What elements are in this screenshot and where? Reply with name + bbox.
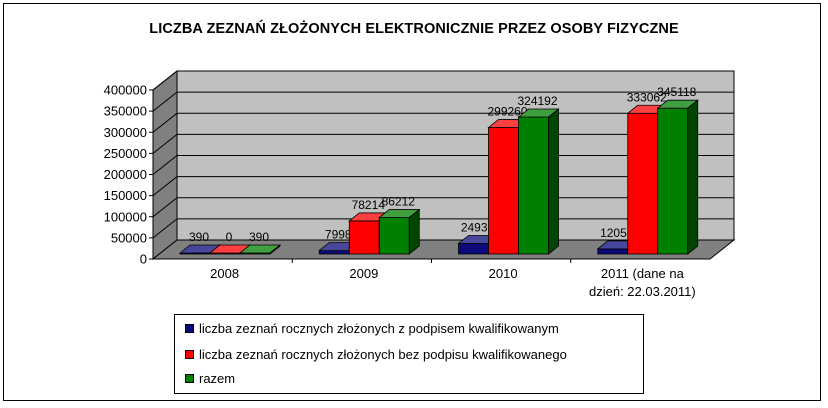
- legend-label: liczba zeznań rocznych złożonych z podpi…: [199, 321, 559, 336]
- bar-front-1: [627, 112, 659, 255]
- y-tick-label: 0: [140, 252, 147, 267]
- bar-side-2: [687, 99, 699, 255]
- y-tick-label: 400000: [104, 83, 147, 98]
- y-tick-label: 50000: [111, 230, 147, 245]
- chart-title: LICZBA ZEZNAŃ ZŁOŻONYCH ELEKTRONICZNIE P…: [149, 21, 679, 37]
- x-tick-label: 2011 (dane na: [601, 266, 685, 281]
- x-tick-label: 2010: [489, 266, 518, 281]
- x-tick-label: 2008: [210, 266, 239, 281]
- bar-front-0: [318, 250, 350, 255]
- x-tick-label: 2009: [349, 266, 378, 281]
- bar-front-1: [348, 220, 380, 255]
- legend-item-without-signature: liczba zeznań rocznych złożonych bez pod…: [185, 347, 567, 362]
- bar-front-2: [378, 217, 410, 255]
- data-label: 333062: [627, 90, 667, 104]
- y-tick-label: 100000: [104, 209, 147, 224]
- legend-label: liczba zeznań rocznych złożonych bez pod…: [199, 347, 567, 362]
- floor: [151, 239, 736, 260]
- data-label: 12056: [600, 226, 634, 240]
- legend-swatch-red: [185, 350, 194, 359]
- bar-front-2: [657, 107, 689, 255]
- y-tick-label: 150000: [104, 188, 147, 203]
- gridline: [152, 91, 734, 112]
- y-tick-label: 350000: [104, 104, 147, 119]
- y-tick-label: 250000: [104, 146, 147, 161]
- bar-side-2: [269, 244, 281, 255]
- gridline: [152, 70, 734, 91]
- legend-item-total: razem: [185, 371, 235, 386]
- bar-front-2: [518, 116, 549, 255]
- x-tick-label: dzień: 22.03.2011): [589, 284, 696, 299]
- legend-label: razem: [199, 371, 236, 386]
- y-tick-label: 300000: [104, 125, 147, 140]
- data-label: 390: [249, 230, 269, 244]
- data-label: 7998: [325, 228, 352, 242]
- bar-side-2: [548, 108, 559, 255]
- data-label: 78214: [352, 198, 386, 212]
- legend-swatch-green: [185, 374, 194, 383]
- legend-swatch-navy: [185, 324, 194, 333]
- data-label: 24932: [461, 220, 495, 234]
- data-label: 0: [226, 230, 233, 244]
- data-label: 324192: [517, 94, 557, 108]
- data-label: 299260: [487, 105, 527, 119]
- data-label: 390: [189, 230, 209, 244]
- bar-front-1: [488, 127, 519, 255]
- legend-item-with-signature: liczba zeznań rocznych złożonych z podpi…: [185, 321, 559, 336]
- bar-side-2: [408, 208, 420, 255]
- data-label: 86212: [382, 195, 416, 209]
- bar-front-0: [458, 243, 489, 255]
- data-label: 345118: [657, 85, 696, 99]
- y-tick-label: 200000: [104, 167, 147, 182]
- bar-front-0: [597, 248, 629, 255]
- chart-legend: liczba zeznań rocznych złożonych z podpi…: [174, 314, 644, 394]
